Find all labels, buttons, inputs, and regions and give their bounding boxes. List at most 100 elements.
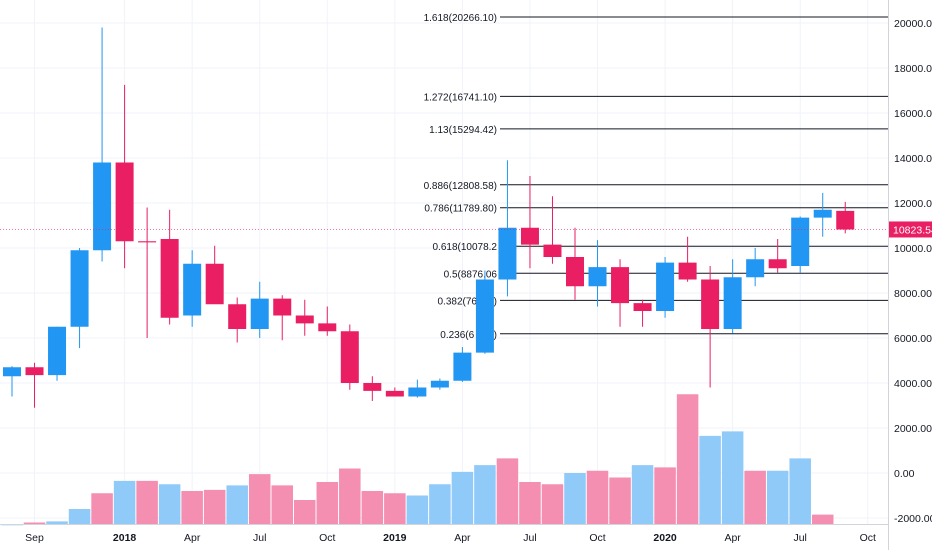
y-tick-label: 2000.00	[894, 423, 932, 435]
candle-body	[791, 217, 810, 266]
y-tick-label: -2000.00	[894, 513, 932, 525]
volume-bar	[586, 470, 609, 524]
y-tick-label: 10000.00	[894, 243, 932, 255]
y-tick-label: 4000.00	[894, 378, 932, 390]
candle-body	[453, 352, 472, 381]
candle-body	[318, 323, 337, 332]
fib-level-label: 1.13(15294.42)	[429, 125, 497, 136]
volume-bar	[766, 470, 789, 524]
x-tick-label: Apr	[454, 532, 471, 544]
candle-body	[115, 162, 134, 242]
volume-bar	[158, 484, 181, 524]
candle-body	[205, 263, 224, 305]
volume-bar	[451, 471, 474, 524]
volume-bar	[631, 465, 654, 524]
volume-bar	[316, 482, 339, 524]
candle-body	[3, 367, 21, 377]
candle-body	[385, 390, 404, 397]
candle-body	[93, 162, 112, 251]
candle-body	[723, 277, 742, 329]
candle-body	[611, 267, 630, 304]
candle-body	[633, 303, 652, 311]
x-tick-label: Oct	[860, 532, 876, 544]
y-tick-label: 16000.00	[894, 108, 932, 120]
volume-bar	[68, 509, 91, 524]
volume-bar	[474, 465, 496, 524]
x-tick-label: Jul	[523, 532, 536, 544]
candle-body	[520, 227, 539, 245]
volume-bar	[339, 468, 361, 524]
fib-level-label: 0.886(12808.58)	[424, 181, 497, 192]
fib-level-label: 1.272(16741.10)	[424, 92, 497, 103]
x-tick-label: Oct	[319, 532, 335, 544]
candle-body	[273, 298, 292, 316]
volume-bar	[406, 495, 429, 524]
candle-body	[250, 298, 269, 329]
volume-bar	[361, 491, 384, 524]
volume-bar	[654, 467, 676, 524]
candle-body	[836, 210, 855, 230]
candle-body	[656, 262, 675, 311]
y-tick-label: 6000.00	[894, 333, 932, 345]
volume-bar	[519, 482, 541, 524]
volume-bar	[564, 473, 586, 524]
volume-bar	[248, 474, 271, 524]
candle-body	[408, 387, 427, 397]
fibonacci-levels[interactable]: 1.618(20266.10) 1.272(16741.10) 1.13(15294…	[424, 13, 888, 341]
y-tick-label: 14000.00	[894, 153, 932, 165]
price-axis[interactable]: 20000.00 18000.00 16000.00 14000.00 12000.00…	[888, 0, 932, 550]
volume-bar	[676, 394, 699, 524]
fib-level-label: 0.5(8876.06	[444, 269, 498, 280]
candle-body	[498, 227, 517, 280]
y-tick-label: 0.00	[894, 468, 915, 480]
volume-bar	[181, 491, 203, 524]
candle-body	[138, 241, 157, 243]
candle-body	[25, 367, 44, 376]
time-axis[interactable]: Sep 2018 Apr Jul Oct 2019 Apr Jul Oct 2020 Apr Jul O…	[0, 524, 888, 545]
fib-level-label: 0.382(76 90)	[438, 296, 498, 307]
volume-bar	[496, 458, 519, 524]
volume-bars	[1, 394, 834, 526]
candle-body	[340, 331, 359, 383]
fib-level-label: 0.786(11789.80)	[424, 204, 497, 215]
candle-body	[228, 304, 247, 329]
candle-body	[813, 209, 832, 218]
volume-bar	[721, 431, 744, 524]
volume-bar	[384, 493, 406, 524]
candle-body	[363, 383, 382, 391]
fib-level-label: 0.618(10078.2	[432, 242, 497, 253]
volume-bar	[699, 435, 721, 524]
candle-body	[70, 250, 89, 327]
candle-body	[768, 259, 787, 269]
candle-body	[543, 244, 562, 257]
volume-bar	[203, 489, 226, 524]
fib-level-label: 0.236(6 47)	[440, 330, 497, 341]
x-tick-label: Jul	[253, 532, 266, 544]
volume-bar	[789, 458, 811, 524]
volume-bar	[113, 480, 136, 524]
volume-bar	[46, 521, 68, 524]
fib-level-label: 1.618(20266.10)	[424, 13, 497, 24]
candle-body	[746, 259, 765, 278]
last-price-badge	[889, 221, 932, 238]
volume-bar	[744, 470, 766, 524]
x-tick-label: 2020	[653, 532, 677, 544]
candle-body	[588, 267, 607, 287]
y-tick-label: 18000.00	[894, 63, 932, 75]
candle-body	[475, 279, 494, 353]
candle-body	[701, 279, 720, 329]
candle-body	[48, 326, 67, 376]
candle-body	[566, 257, 584, 287]
y-tick-label: 12000.00	[894, 198, 932, 210]
candle-body	[160, 239, 179, 318]
y-tick-label: 20000.00	[894, 18, 932, 30]
volume-bar	[91, 493, 113, 524]
candle-body	[678, 262, 697, 280]
candle-body	[183, 263, 202, 316]
candles	[0, 27, 888, 408]
x-tick-label: Jul	[793, 532, 806, 544]
volume-bar	[541, 484, 564, 524]
volume-bar	[811, 514, 834, 524]
volume-bar	[271, 485, 293, 524]
